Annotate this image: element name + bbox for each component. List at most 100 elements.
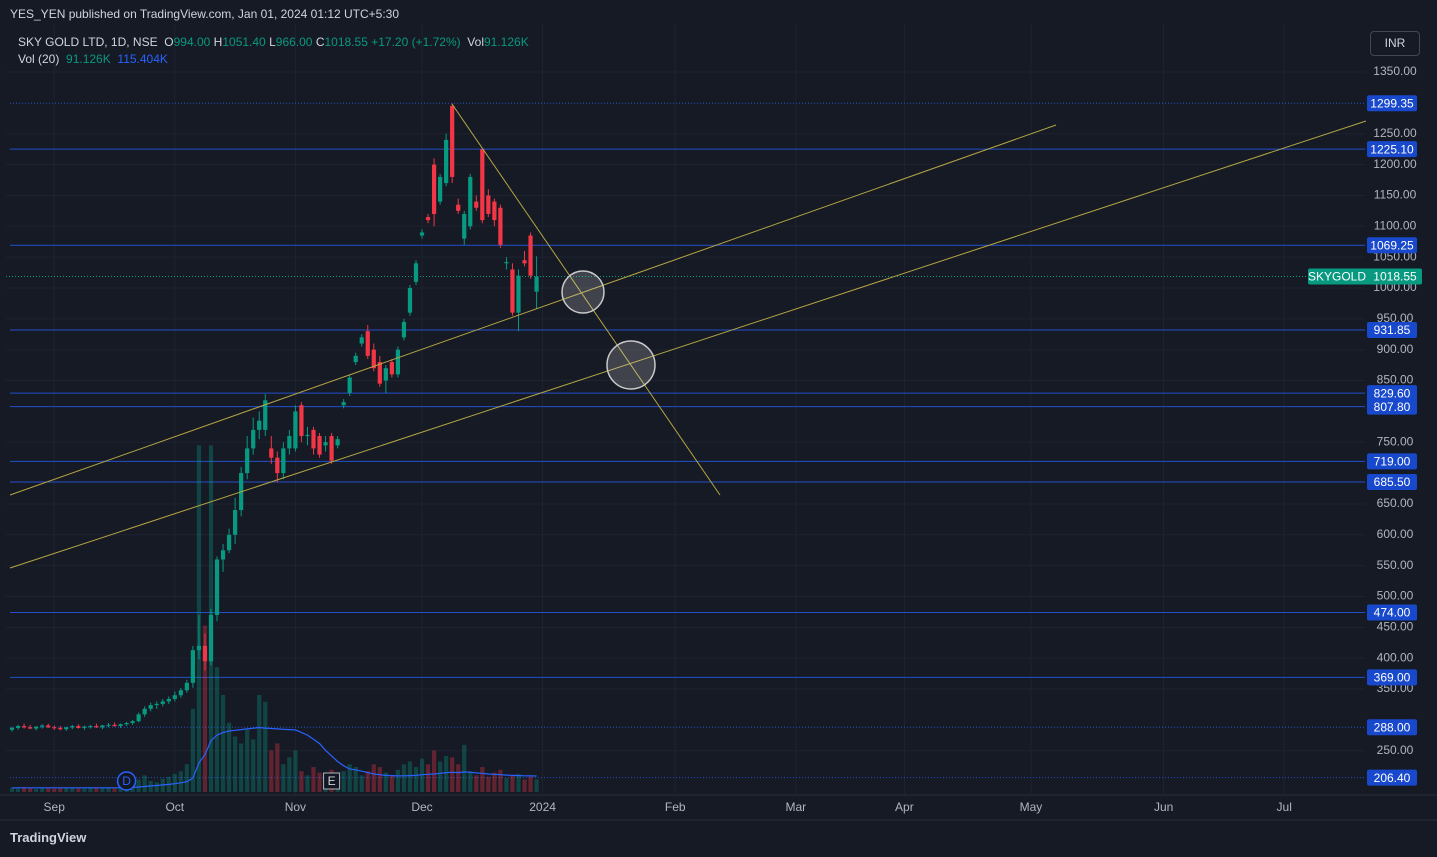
volume-bar (28, 788, 33, 792)
candle-body (444, 139, 449, 184)
ohlc-key: L (269, 35, 276, 49)
candle-body (196, 645, 202, 651)
volume-bar (46, 788, 51, 792)
candle-body (299, 405, 304, 437)
volume-bar (184, 764, 189, 792)
level-tag (1367, 474, 1417, 491)
level-tag (1367, 669, 1417, 686)
volume-bar (528, 776, 533, 792)
volume-bar (257, 694, 262, 792)
candle-body (311, 429, 316, 449)
level-label: 719.00 (1374, 455, 1411, 469)
volume-bar (444, 755, 449, 792)
candle-body (377, 362, 382, 384)
candle-body (401, 321, 407, 338)
candle-body (365, 331, 370, 356)
volume-bar (395, 769, 401, 792)
legend-row: SKY GOLD LTD, 1D, NSE O994.00 H1051.40 L… (18, 35, 529, 49)
volume-bar (239, 743, 244, 792)
brand: TradingView (10, 830, 87, 845)
level-label: 1225.10 (1370, 142, 1414, 156)
volume-bar (214, 667, 220, 792)
candle-body (305, 434, 310, 437)
x-tick-label: May (1020, 800, 1043, 814)
candle-body (281, 448, 286, 474)
candle-body (486, 195, 491, 214)
level-tag (1367, 385, 1417, 402)
currency-button[interactable]: INR (1370, 31, 1420, 56)
event-label: D (122, 774, 131, 788)
last-price-name: SKYGOLD (1308, 270, 1366, 284)
candle-body (383, 368, 388, 381)
volume-bar (251, 739, 256, 792)
level-tag (1367, 453, 1417, 470)
candle-body (233, 510, 238, 535)
volume-bar (419, 758, 425, 792)
candle-body (172, 695, 177, 699)
y-tick-label: 1200.00 (1373, 157, 1417, 171)
candle-body (431, 164, 437, 214)
level-label: 685.50 (1374, 475, 1411, 489)
level-tag (1367, 322, 1417, 339)
indicator-value: 115.404K (117, 52, 168, 66)
candle-body (389, 362, 394, 375)
trend-line (451, 103, 721, 496)
ohlc-key: C (315, 35, 325, 49)
candle-body (498, 207, 503, 245)
level-label: 206.40 (1374, 771, 1411, 785)
x-tick-label: Feb (665, 800, 686, 814)
level-label: 807.80 (1374, 400, 1411, 414)
level-label: 829.60 (1374, 386, 1411, 400)
candle-body (46, 725, 51, 728)
volume-bar (474, 775, 479, 792)
volume-bar (353, 767, 358, 792)
trend-line (9, 120, 1367, 569)
event-marker (116, 771, 137, 791)
volume-bar (413, 767, 419, 792)
level-tag (1367, 604, 1417, 621)
x-tick-label: Apr (895, 800, 914, 814)
ohlc-value: 1051.40 (222, 35, 266, 49)
volume-bar (341, 771, 346, 792)
y-tick-label: 900.00 (1377, 342, 1414, 356)
volume-bar (480, 767, 485, 792)
candle-body (245, 448, 250, 474)
volume-bar (293, 750, 298, 792)
volume-bar (299, 771, 304, 792)
volume-bar (450, 757, 455, 792)
volume-bar (377, 767, 382, 792)
y-tick-label: 650.00 (1377, 496, 1414, 510)
candle-body (94, 726, 99, 728)
y-tick-label: 850.00 (1377, 373, 1414, 387)
y-tick-label: 500.00 (1377, 589, 1414, 603)
y-tick-label: 1100.00 (1374, 218, 1417, 232)
drawings (9, 103, 1367, 569)
symbol: SKY GOLD LTD, 1D, NSE (18, 35, 158, 49)
candle-body (148, 705, 153, 709)
level-label: 1069.25 (1370, 238, 1414, 252)
candle-body (456, 204, 461, 211)
candle-body (58, 727, 63, 730)
ohlc: O994.00 H1051.40 L966.00 C1018.55 (164, 35, 371, 49)
volume-bar (522, 779, 527, 792)
volume-bar (275, 743, 280, 792)
volume-bar (172, 773, 177, 792)
x-tick-label: Jun (1154, 800, 1173, 814)
ohlc-value: 966.00 (275, 35, 313, 49)
candle-body (15, 726, 21, 728)
candle-body (371, 349, 376, 369)
level-label: 1299.35 (1370, 96, 1414, 110)
candle-body (335, 439, 340, 446)
ohlc-value: 1018.55 (324, 35, 368, 49)
y-tick-label: 250.00 (1377, 743, 1414, 757)
ohlc-key: O (164, 35, 174, 49)
candle-body (480, 149, 485, 221)
volume-bar (34, 788, 39, 792)
candle-body (287, 436, 292, 449)
volume-bar (281, 764, 286, 792)
candle-body (124, 722, 129, 725)
highlight-circle (561, 270, 605, 314)
candle-body (329, 436, 334, 461)
candle-body (293, 411, 298, 449)
